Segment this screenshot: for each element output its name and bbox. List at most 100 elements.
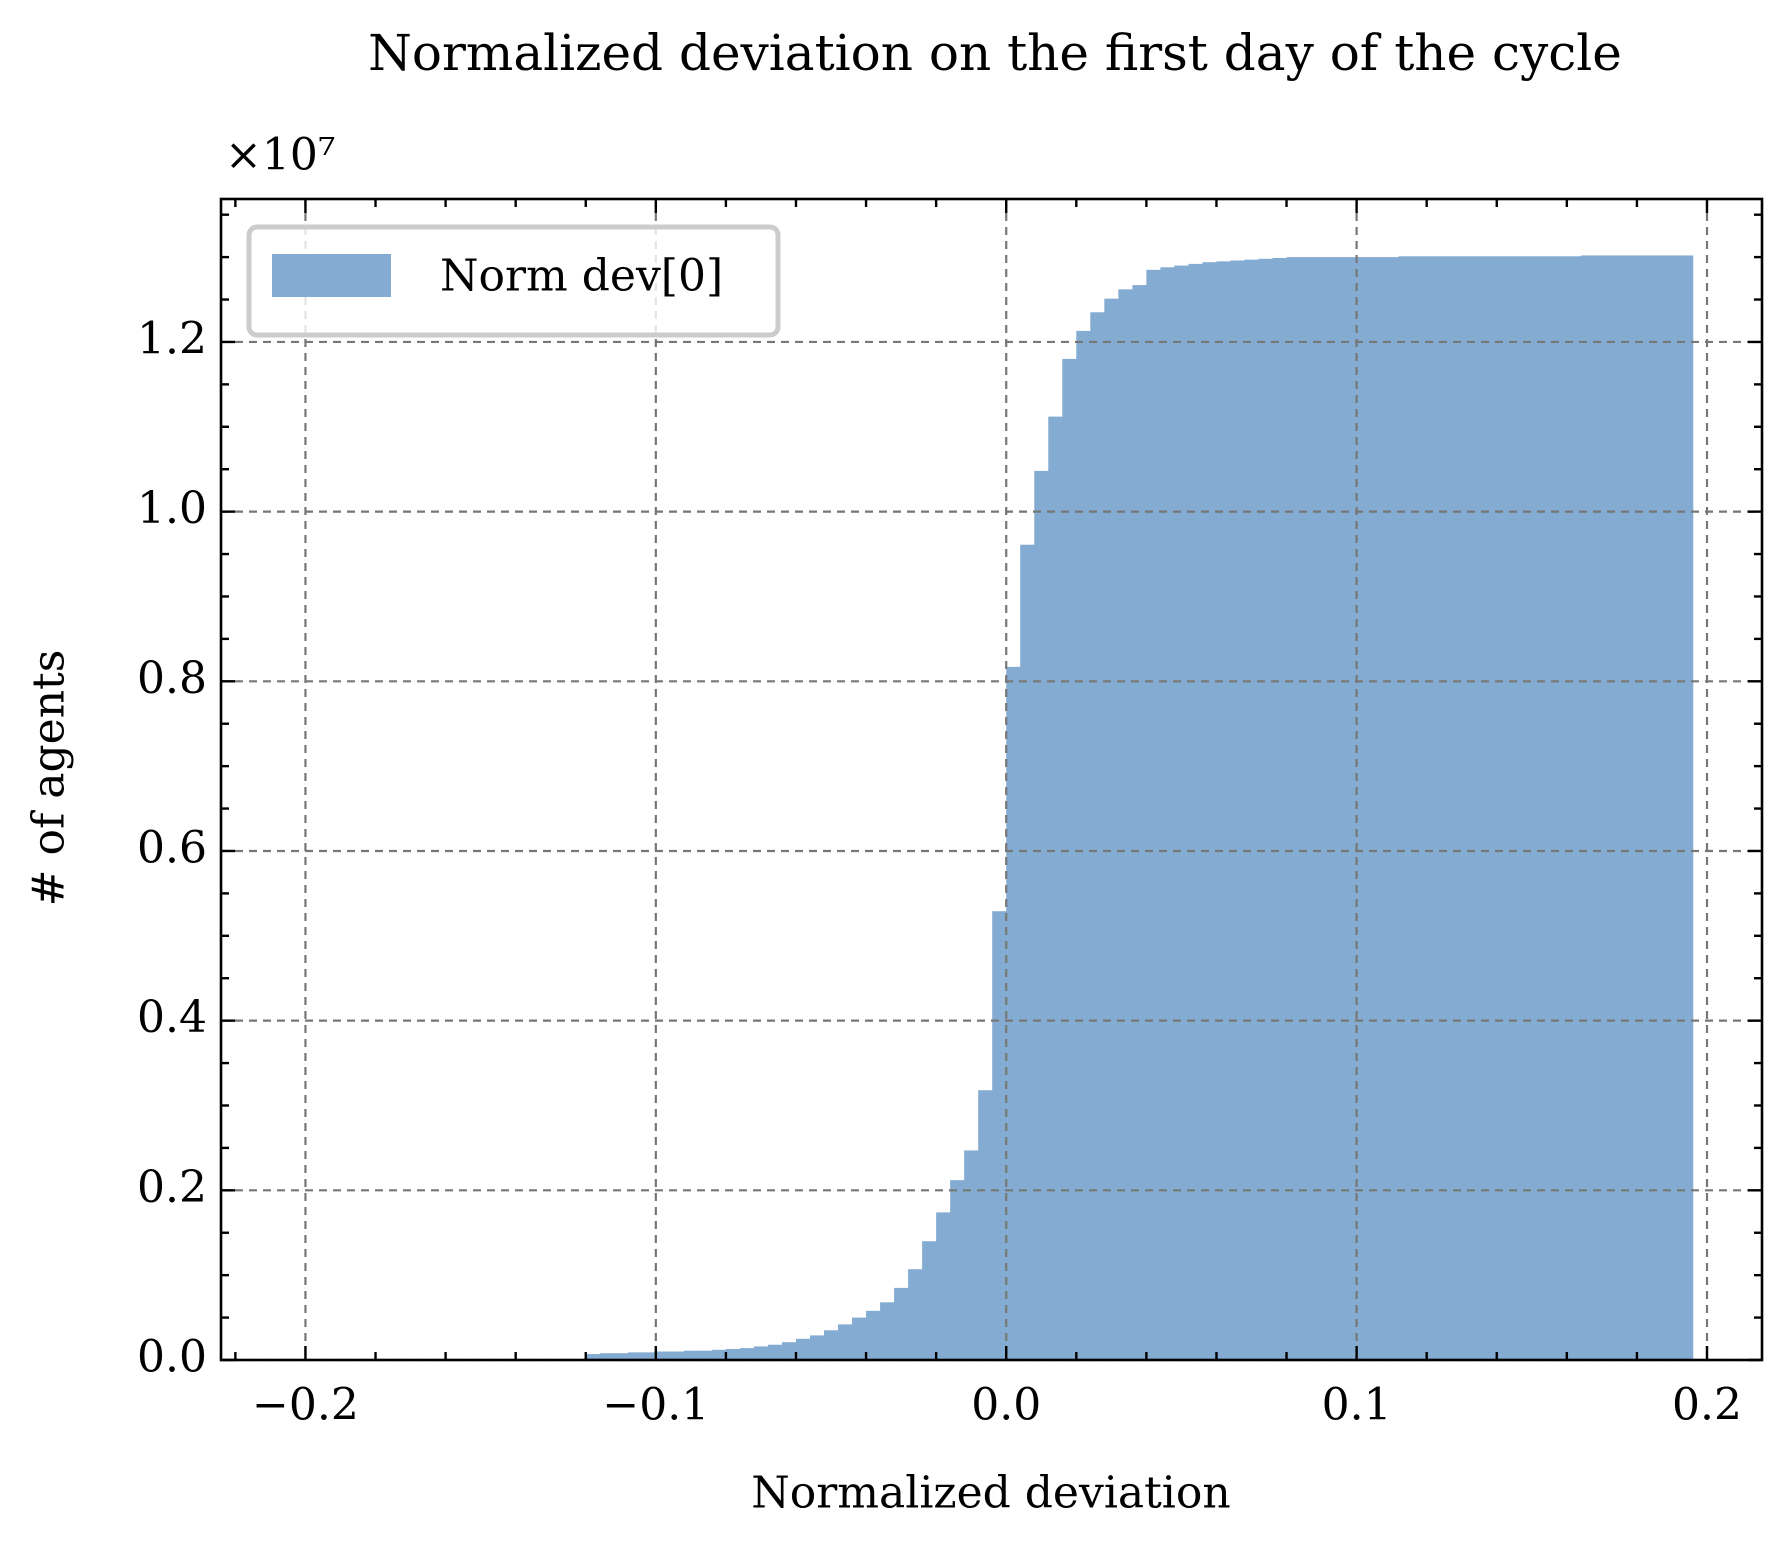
- y-tick-label: 0.0: [137, 1332, 207, 1383]
- bar: [1258, 258, 1273, 1361]
- bar: [1160, 267, 1175, 1360]
- bar: [1496, 256, 1512, 1360]
- bar: [950, 1180, 965, 1360]
- legend-label: Norm dev[0]: [440, 251, 723, 302]
- bar: [1076, 330, 1091, 1361]
- y-tick-label: 0.2: [137, 1162, 207, 1213]
- bar: [683, 1350, 699, 1360]
- bar: [992, 911, 1007, 1360]
- bar: [1594, 255, 1610, 1361]
- bar: [1174, 265, 1189, 1360]
- bar: [1482, 256, 1498, 1360]
- bar: [922, 1241, 937, 1360]
- y-tick-label: 1.0: [137, 483, 207, 534]
- bar: [1286, 257, 1301, 1360]
- bar: [1328, 257, 1343, 1360]
- bar: [978, 1090, 993, 1360]
- chart-title: Normalized deviation on the first day of…: [368, 24, 1622, 82]
- bar: [1048, 416, 1063, 1360]
- bar: [1524, 256, 1540, 1360]
- bar: [697, 1350, 713, 1360]
- bar: [1230, 260, 1245, 1361]
- bar: [1538, 256, 1554, 1360]
- bar: [1202, 262, 1217, 1361]
- bar: [795, 1338, 811, 1360]
- bar: [866, 1310, 881, 1360]
- bar: [1342, 257, 1357, 1360]
- bar: [880, 1302, 895, 1360]
- bar: [1314, 257, 1329, 1360]
- bar: [908, 1269, 923, 1360]
- bar: [753, 1346, 769, 1360]
- x-axis-label: Normalized deviation: [751, 1468, 1230, 1519]
- bar: [1356, 257, 1371, 1360]
- x-tick-label: 0.2: [1672, 1380, 1742, 1431]
- bar: [1244, 259, 1259, 1361]
- bar: [767, 1344, 783, 1360]
- bar: [613, 1353, 629, 1360]
- bar: [669, 1351, 685, 1360]
- axes-frame: [219, 197, 1764, 1362]
- bar: [1678, 255, 1694, 1361]
- bar: [1510, 256, 1526, 1360]
- x-tick-label: −0.1: [602, 1380, 709, 1431]
- bar: [781, 1342, 797, 1360]
- bar: [1580, 255, 1596, 1361]
- bar: [1664, 255, 1680, 1361]
- bar: [599, 1353, 615, 1360]
- bar: [1398, 256, 1413, 1360]
- bar: [725, 1348, 741, 1360]
- bar: [1468, 256, 1484, 1360]
- bar: [964, 1150, 979, 1360]
- bar: [1622, 255, 1638, 1361]
- bar: [936, 1212, 951, 1360]
- bar: [1132, 285, 1147, 1360]
- bar: [852, 1317, 867, 1360]
- legend-swatch: [272, 254, 391, 297]
- bar: [1272, 257, 1287, 1360]
- bar: [1300, 257, 1315, 1360]
- bar: [1440, 256, 1456, 1360]
- bar: [1104, 298, 1119, 1360]
- bar: [1454, 256, 1470, 1360]
- bar: [1370, 257, 1385, 1360]
- bar: [1650, 255, 1666, 1361]
- bar: [627, 1352, 643, 1360]
- bar: [1090, 312, 1105, 1360]
- x-tick-label: 0.1: [1322, 1380, 1392, 1431]
- y-tick-label: 0.6: [137, 822, 207, 873]
- bar: [1636, 255, 1652, 1361]
- y-tick-label: 0.4: [137, 992, 207, 1043]
- bars: [585, 255, 1694, 1361]
- bar: [1216, 261, 1231, 1361]
- bar: [824, 1330, 839, 1360]
- bar: [1020, 544, 1035, 1360]
- bar: [1062, 358, 1077, 1360]
- x-tick-label: 0.0: [971, 1380, 1041, 1431]
- bar: [809, 1335, 825, 1360]
- bar: [1034, 470, 1049, 1360]
- bar: [1118, 289, 1133, 1361]
- bar: [655, 1351, 671, 1360]
- bar: [1412, 256, 1427, 1360]
- bar: [711, 1349, 727, 1360]
- bar: [894, 1287, 909, 1360]
- bar: [1006, 666, 1021, 1360]
- bar: [739, 1348, 755, 1360]
- bar: [1146, 269, 1161, 1360]
- y-axis-label: # of agents: [24, 650, 75, 907]
- y-tick-label: 0.8: [137, 653, 207, 704]
- bar: [1552, 256, 1568, 1360]
- ticks: −0.2 −0.1 0.0 0.1 0.2 0.0 0.2 0.4 0.6 0.8 1.0 1.2: [137, 199, 1762, 1431]
- bar: [1188, 263, 1203, 1360]
- x-tick-label: −0.2: [252, 1380, 359, 1431]
- bar: [1566, 256, 1582, 1360]
- bar: [641, 1352, 657, 1360]
- bar: [1426, 256, 1441, 1360]
- y-tick-label: 1.2: [137, 313, 207, 364]
- bar: [1384, 257, 1399, 1360]
- y-offset-label: ×10⁷: [225, 130, 336, 181]
- legend: Norm dev[0]: [246, 224, 781, 338]
- bar: [585, 1354, 601, 1360]
